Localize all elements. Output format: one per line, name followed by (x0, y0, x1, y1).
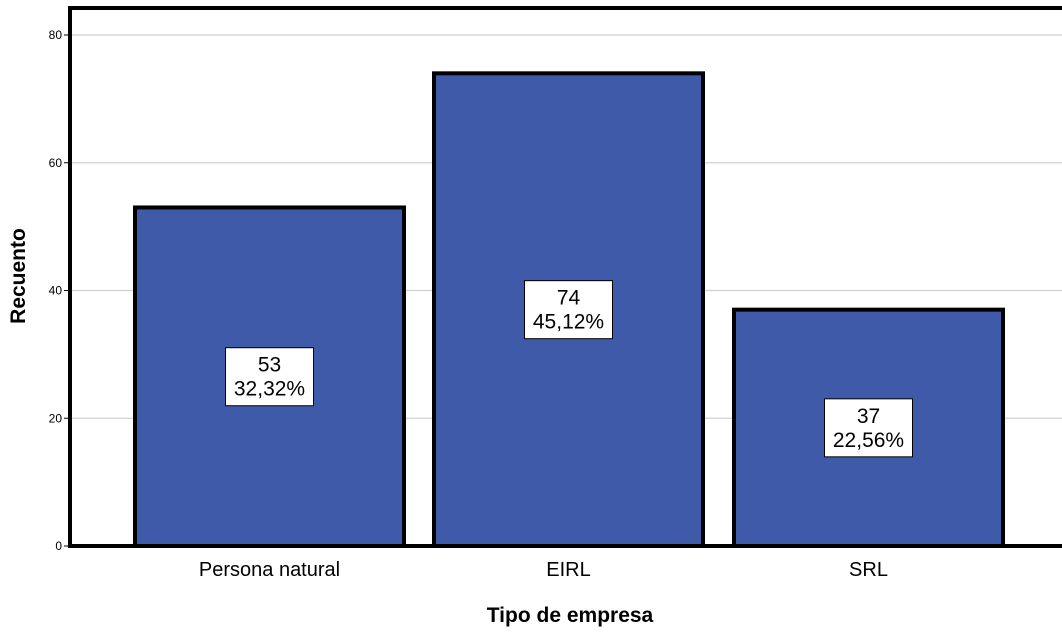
x-axis-category-labels: Persona natural EIRL SRL (199, 559, 888, 581)
data-label-percent: 45,12% (533, 311, 604, 334)
data-label-percent: 32,32% (234, 378, 305, 401)
x-category-label: EIRL (546, 559, 590, 581)
y-tick-label: 80 (49, 28, 63, 42)
bar (133, 205, 406, 548)
y-axis-ticks: 0 20 40 60 80 (49, 28, 70, 553)
y-axis-title: Recuento (7, 228, 30, 324)
data-label-box (824, 398, 913, 458)
plot-frame (68, 6, 1062, 548)
x-axis-title: Tipo de empresa (487, 604, 654, 627)
y-tick-label: 0 (55, 539, 62, 553)
y-tick-label: 20 (49, 411, 63, 425)
y-tick-label: 60 (49, 156, 63, 170)
data-label-box (225, 347, 314, 407)
x-category-label: Persona natural (199, 559, 340, 581)
data-label-percent: 22,56% (833, 429, 904, 452)
data-label-box (524, 280, 613, 340)
y-tick-label: 40 (49, 284, 63, 298)
data-label-value: 53 (258, 354, 281, 377)
x-category-label: SRL (849, 559, 888, 581)
data-label-value: 74 (557, 287, 581, 310)
data-label-value: 37 (857, 405, 880, 428)
